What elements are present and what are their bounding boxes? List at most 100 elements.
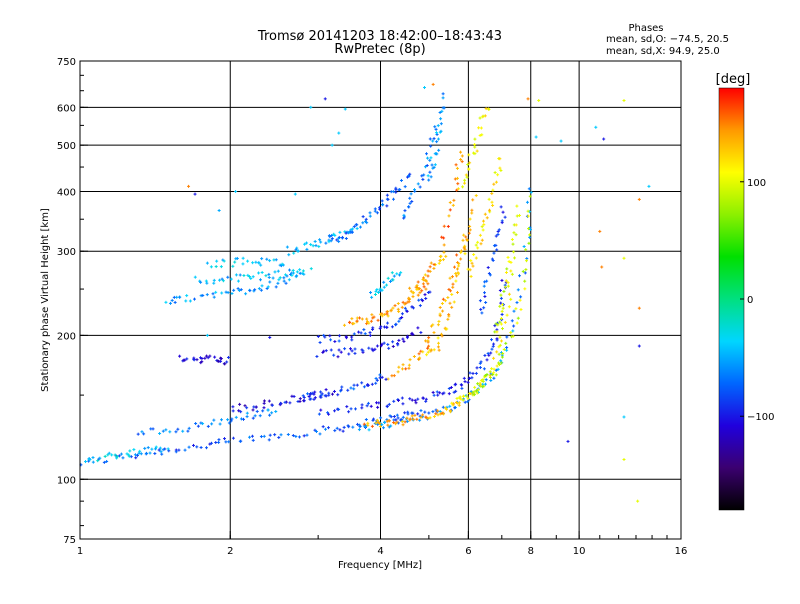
- data-point: [491, 188, 495, 192]
- stats-line-x: mean, sd,X: 94.9, 25.0: [606, 46, 720, 57]
- data-point: [127, 454, 131, 458]
- data-point: [429, 156, 433, 160]
- data-point: [440, 109, 444, 113]
- data-point: [527, 187, 531, 191]
- data-point: [408, 397, 412, 401]
- data-point: [158, 431, 162, 435]
- data-point: [339, 388, 343, 392]
- data-point: [442, 243, 446, 247]
- data-point: [442, 224, 446, 228]
- data-point: [510, 272, 514, 276]
- data-point: [423, 410, 427, 414]
- data-point: [468, 376, 472, 380]
- data-point: [330, 237, 334, 241]
- data-point: [438, 111, 442, 115]
- data-point: [398, 188, 402, 192]
- data-point: [376, 418, 380, 422]
- data-point: [401, 337, 405, 341]
- data-point: [470, 261, 474, 265]
- data-point: [485, 216, 489, 220]
- data-point: [470, 211, 474, 215]
- data-point: [296, 249, 300, 253]
- data-point: [428, 137, 432, 141]
- data-point: [411, 306, 415, 310]
- data-point: [434, 127, 438, 131]
- data-point: [390, 271, 394, 275]
- data-point: [512, 250, 516, 254]
- data-point: [91, 456, 95, 460]
- data-point: [495, 337, 499, 341]
- data-point: [418, 304, 422, 308]
- data-point: [388, 414, 392, 418]
- data-point: [496, 367, 500, 371]
- data-point: [497, 361, 501, 365]
- data-point: [350, 317, 354, 321]
- data-point: [492, 376, 496, 380]
- data-point: [220, 291, 224, 295]
- data-point: [483, 382, 487, 386]
- data-point: [440, 235, 444, 239]
- data-point: [448, 301, 452, 305]
- data-point: [437, 348, 441, 352]
- data-point: [342, 425, 346, 429]
- data-point: [326, 411, 330, 415]
- data-point: [229, 277, 233, 281]
- data-point: [139, 452, 143, 456]
- data-point: [361, 221, 365, 225]
- data-point: [493, 171, 497, 175]
- data-point: [248, 435, 252, 439]
- data-point: [504, 271, 508, 275]
- data-point: [392, 421, 396, 425]
- data-point: [441, 297, 445, 301]
- data-point: [471, 371, 475, 375]
- data-point: [478, 381, 482, 385]
- data-point: [462, 246, 466, 250]
- data-point: [489, 351, 493, 355]
- data-point: [205, 261, 209, 265]
- data-point: [469, 274, 473, 278]
- data-point: [410, 411, 414, 415]
- data-point: [496, 232, 500, 236]
- data-point: [487, 197, 491, 201]
- grid-lines: [80, 61, 681, 539]
- data-point: [481, 114, 485, 118]
- data-point: [414, 401, 418, 405]
- data-point: [451, 203, 455, 207]
- data-point: [330, 143, 334, 147]
- data-point: [328, 334, 332, 338]
- data-point: [437, 261, 441, 265]
- data-point: [566, 439, 570, 443]
- data-point: [285, 245, 289, 249]
- data-point: [476, 388, 480, 392]
- data-point: [419, 415, 423, 419]
- data-point: [283, 400, 287, 404]
- data-point: [381, 426, 385, 430]
- data-point: [534, 135, 538, 139]
- data-point: [113, 453, 117, 457]
- data-point: [468, 371, 472, 375]
- x-tick-label: 10: [573, 546, 586, 557]
- data-point: [475, 391, 479, 395]
- data-point: [494, 322, 498, 326]
- data-point: [355, 227, 359, 231]
- data-point: [279, 433, 283, 437]
- data-point: [343, 107, 347, 111]
- data-point: [394, 186, 398, 190]
- data-point: [262, 399, 266, 403]
- data-point: [523, 279, 527, 283]
- data-point: [497, 228, 501, 232]
- data-point: [442, 236, 446, 240]
- data-point: [267, 272, 271, 276]
- data-point: [410, 200, 414, 204]
- data-point: [233, 260, 237, 264]
- data-point: [492, 182, 496, 186]
- data-point: [455, 267, 459, 271]
- data-point: [267, 438, 271, 442]
- data-point: [251, 261, 255, 265]
- data-point: [423, 293, 427, 297]
- data-point: [450, 292, 454, 296]
- data-point: [492, 371, 496, 375]
- data-point: [439, 254, 443, 258]
- data-point: [337, 339, 341, 343]
- data-point: [205, 333, 209, 337]
